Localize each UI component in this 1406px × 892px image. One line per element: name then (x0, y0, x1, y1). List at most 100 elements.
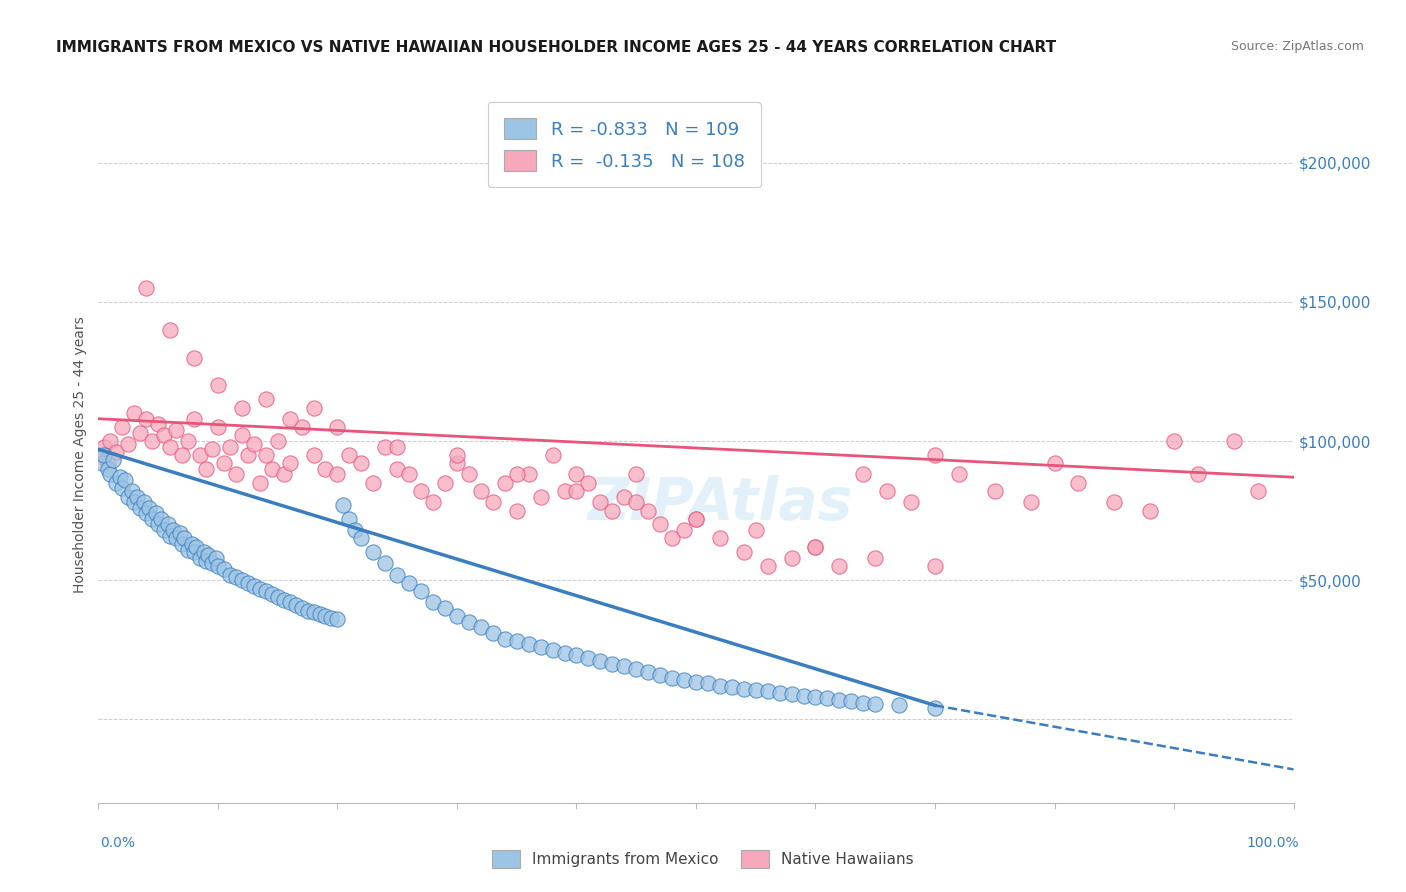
Point (624, 662, 647, 676)
Point (260, 462, 283, 476)
Point (613, 490, 636, 504)
Point (153, 523, 176, 537)
Point (385, 440, 409, 454)
Point (350, 532, 373, 546)
Point (153, 428, 176, 442)
Point (1067, 475, 1090, 490)
Text: IMMIGRANTS FROM MEXICO VS NATIVE HAWAIIAN HOUSEHOLDER INCOME AGES 25 - 44 YEARS : IMMIGRANTS FROM MEXICO VS NATIVE HAWAIIA… (56, 40, 1056, 55)
Point (709, 532, 731, 546)
Point (172, 448, 194, 462)
Point (207, 559, 229, 574)
Legend: Immigrants from Mexico, Native Hawaiians: Immigrants from Mexico, Native Hawaiians (486, 844, 920, 873)
Point (506, 634, 529, 648)
Point (117, 437, 139, 451)
Point (673, 523, 696, 537)
Point (207, 420, 229, 434)
Point (254, 392, 277, 407)
Point (517, 467, 540, 482)
Point (924, 448, 946, 462)
Point (756, 559, 779, 574)
Point (193, 545, 215, 559)
Point (529, 490, 551, 504)
Point (745, 683, 768, 698)
Point (385, 567, 409, 582)
Point (745, 523, 768, 537)
Point (93, 448, 115, 462)
Point (326, 420, 349, 434)
Point (363, 475, 385, 490)
Point (326, 612, 349, 626)
Point (733, 545, 755, 559)
Point (156, 517, 179, 532)
Point (197, 548, 219, 562)
Point (173, 532, 195, 546)
Point (326, 467, 349, 482)
Point (661, 671, 683, 685)
Point (576, 475, 599, 490)
Point (828, 693, 851, 707)
Point (709, 679, 731, 693)
Point (852, 467, 875, 482)
Point (589, 654, 612, 668)
Point (446, 609, 468, 624)
Text: 0.0%: 0.0% (100, 836, 135, 850)
Point (204, 550, 226, 565)
Point (1102, 495, 1125, 509)
Point (589, 495, 612, 509)
Point (374, 440, 396, 454)
Text: ZIPAtlas: ZIPAtlas (588, 475, 852, 533)
Point (661, 532, 683, 546)
Point (565, 648, 588, 663)
Point (924, 559, 946, 574)
Point (242, 437, 264, 451)
Point (284, 598, 307, 612)
Point (121, 484, 143, 499)
Point (138, 500, 160, 515)
Point (398, 467, 420, 482)
Point (125, 490, 148, 504)
Point (93, 440, 115, 454)
Point (337, 448, 360, 462)
Point (194, 554, 217, 568)
Point (183, 411, 205, 425)
Point (254, 584, 277, 599)
Point (344, 523, 367, 537)
Point (225, 570, 247, 584)
Point (576, 651, 599, 665)
Point (624, 467, 647, 482)
Point (290, 420, 312, 434)
Point (101, 453, 124, 467)
Point (481, 626, 505, 640)
Point (111, 481, 134, 495)
Point (254, 448, 277, 462)
Point (756, 684, 779, 698)
Point (201, 442, 224, 457)
Point (541, 642, 564, 657)
Point (105, 475, 128, 490)
Point (98, 434, 122, 448)
Point (337, 512, 360, 526)
Point (267, 434, 290, 448)
Point (648, 517, 672, 532)
Point (91, 448, 114, 462)
Point (114, 473, 136, 487)
Point (457, 615, 479, 629)
Point (494, 632, 516, 646)
Point (624, 495, 647, 509)
Point (180, 537, 202, 551)
Point (135, 281, 157, 295)
Point (141, 512, 163, 526)
Point (186, 540, 208, 554)
Point (219, 440, 242, 454)
Point (541, 448, 564, 462)
Point (177, 542, 200, 557)
Point (780, 550, 803, 565)
Point (159, 440, 181, 454)
Point (1019, 495, 1042, 509)
Point (308, 607, 330, 621)
Point (481, 495, 505, 509)
Point (249, 475, 271, 490)
Point (1043, 456, 1066, 470)
Point (97, 456, 120, 470)
Point (685, 512, 707, 526)
